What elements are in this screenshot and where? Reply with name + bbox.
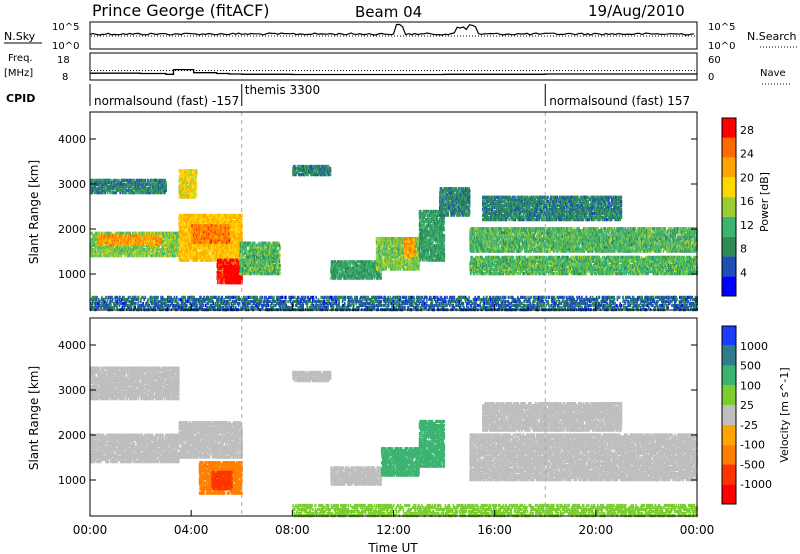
power-scatter bbox=[90, 112, 698, 311]
range-cell bbox=[109, 232, 111, 235]
freq-tick-high: 18 bbox=[57, 55, 70, 66]
nsky-left-tick-low: 10^0 bbox=[52, 41, 79, 52]
nsky-left-label: N.Sky bbox=[4, 30, 36, 43]
cpid-label: CPID bbox=[6, 92, 35, 105]
radar-summary-plot: Prince George (fitACF) Beam 04 19/Aug/20… bbox=[0, 0, 800, 554]
nsky-right-tick-high: 10^5 bbox=[708, 22, 735, 33]
freq-label-bottom: [MHz] bbox=[4, 68, 33, 79]
nsky-right-tick-low: 10^0 bbox=[708, 41, 735, 52]
cpid-segment-1: normalsound (fast) -157 bbox=[94, 94, 239, 108]
range-cell bbox=[129, 232, 131, 235]
cpid-strip: CPID normalsound (fast) -157 themis 3300… bbox=[6, 83, 690, 108]
nsky-left-tick-high: 10^5 bbox=[52, 22, 79, 33]
beam-title: Beam 04 bbox=[355, 3, 422, 21]
date-title: 19/Aug/2010 bbox=[588, 2, 685, 20]
nsky-panel: N.Sky 10^5 10^0 10^5 10^0 N.Search bbox=[4, 22, 797, 52]
nave-tick-low: 0 bbox=[708, 72, 714, 83]
cpid-segment-3: normalsound (fast) 157 bbox=[549, 94, 690, 108]
cpid-segment-2: themis 3300 bbox=[245, 83, 320, 97]
range-cell bbox=[135, 232, 137, 235]
nave-tick-high: 60 bbox=[708, 55, 721, 66]
nsky-series-line bbox=[90, 25, 694, 36]
station-title: Prince George (fitACF) bbox=[92, 1, 270, 20]
freq-panel: Freq. [MHz] 18 8 60 0 Nave bbox=[4, 53, 790, 84]
nsky-right-label: N.Search bbox=[747, 30, 797, 43]
freq-tick-low: 8 bbox=[62, 72, 68, 83]
nave-label: Nave bbox=[760, 68, 786, 79]
freq-frame bbox=[90, 53, 697, 80]
freq-label-top: Freq. bbox=[8, 53, 33, 64]
